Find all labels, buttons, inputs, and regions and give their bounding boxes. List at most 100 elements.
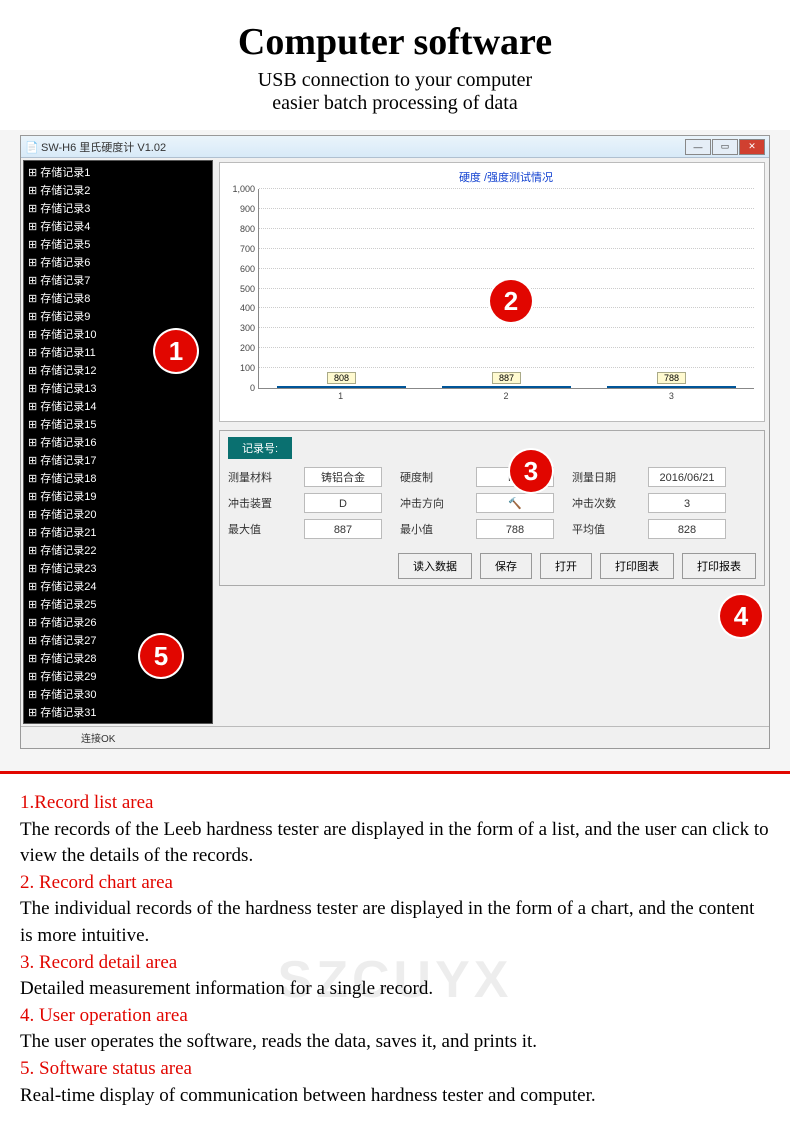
sidebar-item-record[interactable]: 存储记录26 (24, 613, 212, 631)
description-title: 1.Record list area (20, 790, 770, 817)
detail-label: 测量材料 (228, 469, 286, 485)
detail-label: 冲击方向 (400, 495, 458, 511)
record-list-sidebar: 存储记录1存储记录2存储记录3存储记录4存储记录5存储记录6存储记录7存储记录8… (23, 160, 213, 724)
detail-label: 平均值 (572, 521, 630, 537)
page-subtitle-2: easier batch processing of data (0, 92, 790, 115)
sidebar-item-record[interactable]: 存储记录19 (24, 487, 212, 505)
sidebar-item-record[interactable]: 存储记录1 (24, 163, 212, 181)
sidebar-item-record[interactable]: 存储记录20 (24, 505, 212, 523)
xtick: 3 (669, 391, 674, 401)
description-title: 4. User operation area (20, 1003, 770, 1030)
ytick: 0 (229, 383, 255, 393)
main-area: 硬度 /强度测试情况 808887788 0100200300400500600… (215, 158, 769, 726)
statusbar: 连接OK (21, 726, 769, 748)
annotation-badge: 4 (720, 595, 762, 637)
action-button[interactable]: 读入数据 (398, 553, 472, 579)
bar-value-label: 887 (492, 372, 521, 384)
sidebar-item-record[interactable]: 存储记录23 (24, 559, 212, 577)
record-number-label: 记录号: (228, 437, 292, 459)
app-body: 存储记录1存储记录2存储记录3存储记录4存储记录5存储记录6存储记录7存储记录8… (21, 158, 769, 726)
annotation-badge: 5 (140, 635, 182, 677)
annotation-badge: 1 (155, 330, 197, 372)
sidebar-item-record[interactable]: 存储记录29 (24, 667, 212, 685)
bar-rect (277, 386, 406, 388)
chart-title: 硬度 /强度测试情况 (258, 169, 754, 185)
sidebar-item-record[interactable]: 存储记录6 (24, 253, 212, 271)
ytick: 300 (229, 323, 255, 333)
descriptions-section: SZCUYX 1.Record list areaThe records of … (0, 771, 790, 1139)
description-title: 3. Record detail area (20, 950, 770, 977)
page-title: Computer software (0, 20, 790, 64)
detail-value: 887 (304, 519, 382, 539)
description-body: The user operates the software, reads th… (20, 1029, 770, 1056)
bar-rect (442, 386, 571, 388)
sidebar-item-record[interactable]: 存储记录28 (24, 649, 212, 667)
action-button[interactable]: 打印报表 (682, 553, 756, 579)
sidebar-item-record[interactable]: 存储记录16 (24, 433, 212, 451)
sidebar-item-record[interactable]: 存储记录30 (24, 685, 212, 703)
sidebar-item-record[interactable]: 存储记录27 (24, 631, 212, 649)
titlebar[interactable]: 📄 SW-H6 里氏硬度计 V1.02 — ▭ ✕ (21, 136, 769, 158)
detail-value: D (304, 493, 382, 513)
sidebar-item-record[interactable]: 存储记录5 (24, 235, 212, 253)
description-body: Detailed measurement information for a s… (20, 976, 770, 1003)
detail-label: 最大值 (228, 521, 286, 537)
button-row: 读入数据保存打开打印图表打印报表 (228, 553, 756, 579)
chart-bar: 808 (277, 372, 406, 388)
window-title: SW-H6 里氏硬度计 V1.02 (41, 139, 166, 155)
sidebar-item-record[interactable]: 存储记录8 (24, 289, 212, 307)
sidebar-item-record[interactable]: 存储记录18 (24, 469, 212, 487)
sidebar-item-record[interactable]: 存储记录2 (24, 181, 212, 199)
ytick: 200 (229, 343, 255, 353)
sidebar-item-record[interactable]: 存储记录31 (24, 703, 212, 721)
ytick: 700 (229, 244, 255, 254)
maximize-button[interactable]: ▭ (712, 139, 738, 155)
description-title: 2. Record chart area (20, 870, 770, 897)
action-button[interactable]: 保存 (480, 553, 532, 579)
sidebar-item-record[interactable]: 存储记录15 (24, 415, 212, 433)
bar-rect (607, 386, 736, 388)
description-body: The individual records of the hardness t… (20, 896, 770, 949)
sidebar-item-record[interactable]: 存储记录25 (24, 595, 212, 613)
description-body: Real-time display of communication betwe… (20, 1083, 770, 1110)
detail-label: 测量日期 (572, 469, 630, 485)
ytick: 400 (229, 303, 255, 313)
sidebar-item-record[interactable]: 存储记录22 (24, 541, 212, 559)
app-window: 📄 SW-H6 里氏硬度计 V1.02 — ▭ ✕ 存储记录1存储记录2存储记录… (20, 135, 770, 749)
sidebar-item-record[interactable]: 存储记录7 (24, 271, 212, 289)
bar-value-label: 788 (657, 372, 686, 384)
window-controls: — ▭ ✕ (685, 139, 765, 155)
sidebar-item-record[interactable]: 存储记录9 (24, 307, 212, 325)
sidebar-item-record[interactable]: 存储记录13 (24, 379, 212, 397)
detail-value: 铸铝合金 (304, 467, 382, 487)
ytick: 100 (229, 363, 255, 373)
ytick: 900 (229, 204, 255, 214)
page-header: Computer software USB connection to your… (0, 0, 790, 130)
sidebar-item-record[interactable]: 存储记录21 (24, 523, 212, 541)
action-button[interactable]: 打印图表 (600, 553, 674, 579)
sidebar-item-record[interactable]: 存储记录24 (24, 577, 212, 595)
minimize-button[interactable]: — (685, 139, 711, 155)
ytick: 800 (229, 224, 255, 234)
detail-value: 2016/06/21 (648, 467, 726, 487)
sidebar-item-record[interactable]: 存储记录4 (24, 217, 212, 235)
detail-value: 3 (648, 493, 726, 513)
sidebar-item-record[interactable]: 存储记录17 (24, 451, 212, 469)
description-title: 5. Software status area (20, 1056, 770, 1083)
detail-label: 冲击装置 (228, 495, 286, 511)
description-body: The records of the Leeb hardness tester … (20, 817, 770, 870)
annotation-badge: 3 (510, 450, 552, 492)
action-button[interactable]: 打开 (540, 553, 592, 579)
chart-bar: 788 (607, 372, 736, 388)
chart-xticks: 123 (258, 391, 754, 401)
status-text: 连接OK (81, 730, 115, 745)
chart-bar: 887 (442, 372, 571, 388)
detail-label: 硬度制 (400, 469, 458, 485)
page-subtitle-1: USB connection to your computer (0, 69, 790, 92)
details-panel: 记录号: 测量材料铸铝合金硬度制HL测量日期2016/06/21冲击装置D冲击方… (219, 430, 765, 586)
xtick: 1 (338, 391, 343, 401)
sidebar-item-record[interactable]: 存储记录3 (24, 199, 212, 217)
sidebar-item-record[interactable]: 存储记录14 (24, 397, 212, 415)
detail-label: 冲击次数 (572, 495, 630, 511)
close-button[interactable]: ✕ (739, 139, 765, 155)
